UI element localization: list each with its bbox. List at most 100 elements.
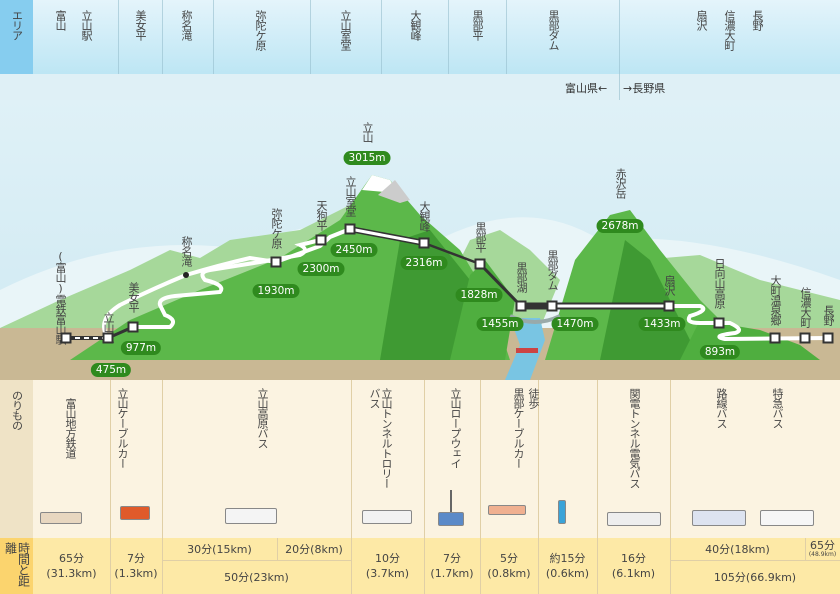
time-distance-value: 10分(3.7km) bbox=[365, 552, 410, 580]
elevation-badge: 1930m bbox=[252, 284, 300, 298]
train-icon bbox=[40, 512, 82, 524]
area-place-label: 扇沢 bbox=[695, 10, 708, 30]
nagano-prefecture-label: →長野県 bbox=[623, 82, 666, 95]
area-place-label: 大観峰 bbox=[409, 10, 422, 40]
area-divider bbox=[506, 0, 507, 74]
station-name-label: 黒部平 bbox=[474, 222, 487, 252]
route-highland-bus bbox=[133, 238, 321, 329]
time-distance-value: 50分(23km) bbox=[224, 570, 289, 584]
elevation-badge: 1433m bbox=[638, 317, 686, 331]
area-place-label: 美女平 bbox=[134, 10, 147, 40]
area-divider bbox=[619, 0, 620, 74]
station-name-label: (富山)電鉄富山駅 bbox=[54, 250, 67, 344]
station-name-label: 美女平 bbox=[127, 282, 140, 312]
time-distance-cell-express: 65分 (48.9km) bbox=[805, 538, 840, 560]
vehicles-label: のりもの bbox=[10, 390, 24, 430]
column-divider bbox=[538, 380, 539, 594]
station-name-label: 日向山高原 bbox=[713, 258, 726, 308]
time-distance-cell: 7分(1.7km) bbox=[424, 538, 480, 594]
route-elevation-diagram bbox=[0, 100, 840, 380]
time-distance-value: 105分(66.9km) bbox=[713, 570, 797, 584]
vehicle-name-label: 立山トンネルトロリーバス bbox=[368, 388, 393, 488]
elevation-badge: 1828m bbox=[455, 288, 503, 302]
elevation-badge: 1470m bbox=[551, 317, 599, 331]
elevation-badge: 2450m bbox=[330, 243, 378, 257]
station-marker bbox=[418, 237, 430, 249]
vehicle-name-label: 路線バス bbox=[715, 388, 728, 428]
station-name-label: 称名滝 bbox=[180, 236, 193, 266]
column-divider bbox=[424, 380, 425, 594]
elevation-badge: 1455m bbox=[476, 317, 524, 331]
station-marker bbox=[344, 223, 356, 235]
station-marker bbox=[799, 332, 811, 344]
time-distance-value: 20分(8km) bbox=[285, 542, 343, 556]
time-distance-value: 7分(1.7km) bbox=[430, 552, 474, 580]
express-bus-icon bbox=[760, 510, 814, 526]
area-place-label: 信濃大町 bbox=[723, 10, 736, 50]
time-distance-cell: 16分(6.1km) bbox=[597, 538, 670, 594]
toyama-prefecture-label: 富山県← bbox=[565, 82, 608, 95]
trolleybus-icon bbox=[362, 510, 412, 524]
walking-person-icon bbox=[558, 500, 566, 524]
peak-elevation-badge: 2678m bbox=[596, 219, 644, 233]
column-divider bbox=[597, 380, 598, 594]
elevation-badge: 2316m bbox=[400, 256, 448, 270]
vehicle-name-label: 立山ロープウェイ bbox=[449, 388, 462, 468]
station-marker bbox=[270, 256, 282, 268]
shomyo-falls-dot bbox=[183, 272, 189, 278]
cablecar-icon bbox=[120, 506, 150, 520]
station-marker bbox=[822, 332, 834, 344]
row-divider bbox=[670, 560, 840, 561]
ropeway-icon bbox=[438, 512, 464, 526]
column-divider bbox=[670, 380, 671, 594]
column-divider bbox=[162, 380, 163, 594]
time-distance-label: 時間と距離 bbox=[3, 542, 31, 586]
station-marker bbox=[546, 300, 558, 312]
station-marker bbox=[102, 332, 114, 344]
route-highland-bus-upper bbox=[102, 227, 351, 340]
sightseeing-boat bbox=[516, 348, 538, 353]
column-divider bbox=[351, 380, 352, 594]
vehicles-header: のりもの bbox=[0, 380, 33, 538]
station-name-label: 大町温泉郷 bbox=[769, 275, 782, 325]
prefecture-border bbox=[619, 74, 620, 100]
station-name-label: 信濃大町 bbox=[799, 287, 812, 327]
column-divider bbox=[277, 538, 278, 560]
area-divider bbox=[310, 0, 311, 74]
vehicle-name-label: 立山高原バス bbox=[256, 388, 269, 448]
station-name-label: 立山室堂 bbox=[344, 176, 357, 216]
vehicle-name-label: 富山地方鉄道 bbox=[64, 398, 77, 458]
station-name-label: 天狗平 bbox=[315, 200, 328, 230]
time-distance-header: 時間と距離 bbox=[0, 538, 33, 594]
vehicle-name-label: 黒部ケーブルカー bbox=[512, 388, 525, 468]
time-distance-value: 7分(1.3km) bbox=[114, 552, 158, 580]
peak-name-label: 赤沢岳 bbox=[614, 168, 627, 198]
area-place-label: 黒部ダム bbox=[547, 10, 560, 50]
area-header: 富山 立山駅 美女平 称名滝 弥陀ケ原 立山室堂 大観峰 黒部平 黒部ダム 扇沢 信濃大町 長野 bbox=[0, 0, 840, 74]
station-name-label: 扇沢 bbox=[663, 275, 676, 295]
station-name-label: 黒部ダム bbox=[546, 250, 559, 290]
ropeway-tower-icon bbox=[450, 490, 452, 512]
area-header-label: エリア bbox=[0, 0, 33, 74]
area-place-label: 長野 bbox=[751, 10, 764, 30]
station-marker bbox=[769, 332, 781, 344]
time-distance-value: 30分(15km) bbox=[187, 542, 252, 556]
area-place-label: 立山室堂 bbox=[339, 10, 352, 50]
peak-name-label: 立山 bbox=[361, 122, 374, 142]
time-distance-value: 16分(6.1km) bbox=[611, 552, 656, 580]
station-name-label: 弥陀ケ原 bbox=[270, 208, 283, 248]
station-name-label: 黒部湖 bbox=[515, 262, 528, 292]
rock-peak bbox=[378, 180, 410, 203]
area-divider bbox=[448, 0, 449, 74]
area-divider bbox=[118, 0, 119, 74]
time-distance-cell: 50分(23km) bbox=[162, 560, 351, 594]
column-divider bbox=[110, 380, 111, 594]
area-divider bbox=[213, 0, 214, 74]
area-place-label: 黒部平 bbox=[471, 10, 484, 40]
route-bus-icon bbox=[692, 510, 746, 526]
elevation-badge: 977m bbox=[120, 341, 162, 355]
time-distance-cell: 20分(8km) bbox=[277, 538, 351, 560]
station-name-label: 長野 bbox=[822, 305, 835, 325]
station-marker bbox=[474, 258, 486, 270]
